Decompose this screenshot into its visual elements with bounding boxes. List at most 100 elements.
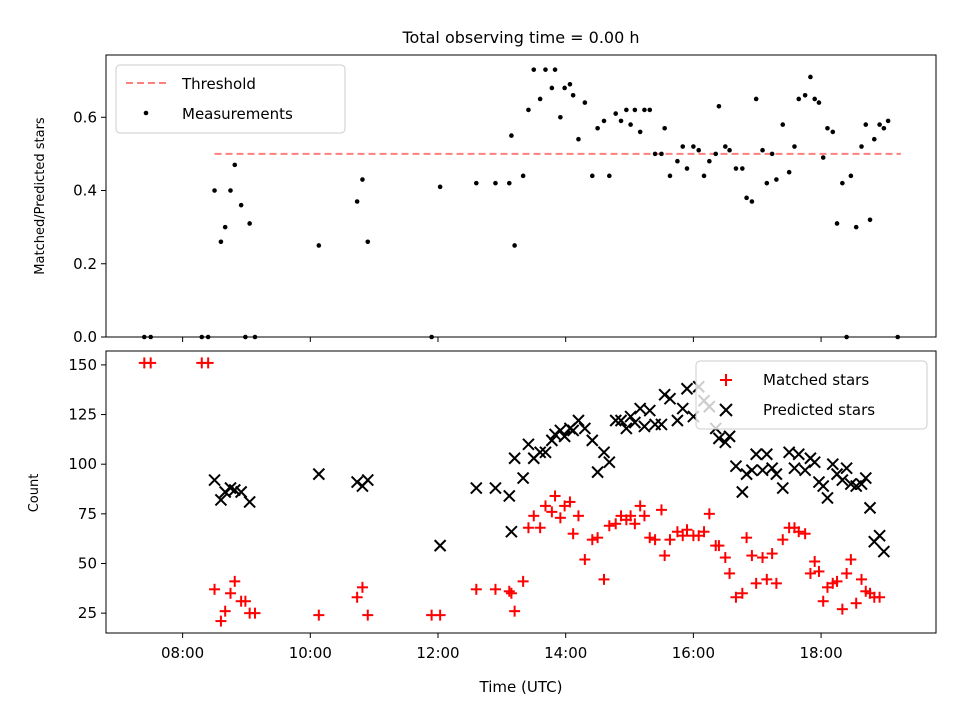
matched-star-marker [505, 587, 517, 599]
matched-star-marker [845, 554, 857, 566]
measurement-point [316, 243, 322, 248]
measurement-point [863, 122, 869, 127]
measurement-point [796, 96, 802, 102]
matched-star-marker [659, 550, 671, 562]
matched-star-marker [741, 532, 753, 544]
predicted-star-marker [503, 489, 516, 503]
measurement-point [792, 144, 797, 149]
predicted-star-marker [539, 446, 552, 459]
measurement-point [662, 125, 667, 131]
matched-star-marker [225, 587, 236, 599]
predicted-star-marker [765, 461, 779, 475]
matched-star-marker [836, 603, 848, 615]
predicted-marker-stroke [620, 422, 633, 435]
matched-star-marker [598, 573, 610, 585]
predicted-star-marker [620, 422, 633, 435]
predicted-marker-stroke [572, 414, 585, 427]
measurement-point [526, 107, 531, 113]
matched-star-marker [813, 565, 825, 577]
matched-star-marker [567, 528, 579, 540]
ratio-legend: Threshold Measurements [115, 64, 346, 134]
predicted-legend-swatch [719, 403, 733, 417]
predicted-star-marker [628, 416, 642, 429]
predicted-star-marker [745, 463, 759, 477]
measurement-point [859, 144, 864, 149]
predicted-marker-stroke [749, 448, 763, 461]
predicted-star-marker [712, 432, 726, 445]
predicted-marker-stroke [788, 461, 801, 475]
time-x-axis-label: Time (UTC) [479, 678, 563, 696]
predicted-marker-stroke [855, 477, 868, 491]
ratio-y-tick-label: 0.6 [73, 108, 97, 126]
matched-star-marker [209, 583, 221, 595]
matched-star-marker [202, 357, 214, 369]
predicted-star-marker [671, 414, 684, 427]
predicted-marker-stroke [638, 420, 651, 433]
predicted-marker-stroke [522, 438, 535, 451]
predicted-star-marker [533, 446, 547, 459]
measurement-point [675, 158, 680, 164]
matched-star-marker [850, 597, 862, 609]
measurement-point [228, 188, 233, 193]
measurement-point [247, 221, 252, 226]
matched-star-marker [362, 609, 374, 621]
predicted-marker-stroke [591, 465, 604, 479]
matched-star-marker [546, 506, 558, 518]
predicted-marker-stroke [756, 463, 769, 477]
predicted-marker-stroke [798, 463, 812, 477]
matched-star-marker [603, 520, 615, 532]
measurement-point [570, 92, 576, 98]
predicted-star-marker [760, 448, 774, 461]
matched-star-marker [434, 609, 446, 621]
matched-star-marker [219, 605, 231, 617]
predicted-star-marker [859, 471, 872, 485]
measurement-point [723, 144, 728, 149]
measurement-point [684, 166, 690, 171]
predicted-marker-stroke [609, 414, 622, 427]
measurement-point [222, 224, 228, 230]
matched-star-marker [770, 577, 782, 589]
predicted-star-marker [788, 461, 801, 475]
predicted-marker-stroke [859, 471, 872, 485]
measurement-point [713, 151, 719, 157]
matched-star-marker [799, 528, 811, 540]
measurement-point [520, 173, 526, 179]
measurement-point [652, 151, 658, 157]
matched-star-marker [874, 591, 886, 603]
predicted-star-marker [508, 452, 521, 465]
predicted-star-marker [545, 434, 559, 447]
measurement-point [812, 96, 817, 102]
predicted-star-marker [729, 459, 743, 473]
measurement-point [691, 144, 696, 149]
measurement-point [786, 169, 792, 175]
predicted-marker-stroke [505, 525, 518, 538]
matched-star-marker [634, 500, 646, 512]
time-x-tick-label: 14:00 [544, 644, 587, 662]
matched-star-marker [655, 504, 667, 516]
matched-star-marker [351, 591, 363, 603]
predicted-star-marker [361, 473, 374, 487]
predicted-star-marker [609, 414, 622, 427]
measurement-point [642, 107, 647, 113]
predicted-star-marker [663, 392, 677, 405]
predicted-star-marker [638, 420, 651, 433]
measurement-point [437, 184, 443, 190]
predicted-marker-stroke [312, 467, 326, 481]
measurement-point [595, 125, 600, 131]
ratio-y-tick-label: 0.0 [73, 328, 97, 346]
measurement-point [589, 173, 595, 179]
measurement-point [774, 177, 779, 182]
ratio-legend-box [115, 64, 346, 134]
predicted-marker-stroke [628, 416, 642, 429]
matched-star-marker [489, 583, 501, 595]
predicted-star-marker [776, 481, 789, 495]
predicted-marker-stroke [877, 545, 891, 558]
matched-star-marker [539, 500, 551, 512]
matched-star-marker [841, 567, 853, 579]
measurement-point [753, 96, 759, 102]
matched-star-marker [629, 518, 641, 530]
measurement-point [825, 125, 830, 131]
measurement-point [848, 173, 854, 179]
measurement-point [354, 199, 360, 204]
predicted-marker-stroke [680, 382, 694, 395]
